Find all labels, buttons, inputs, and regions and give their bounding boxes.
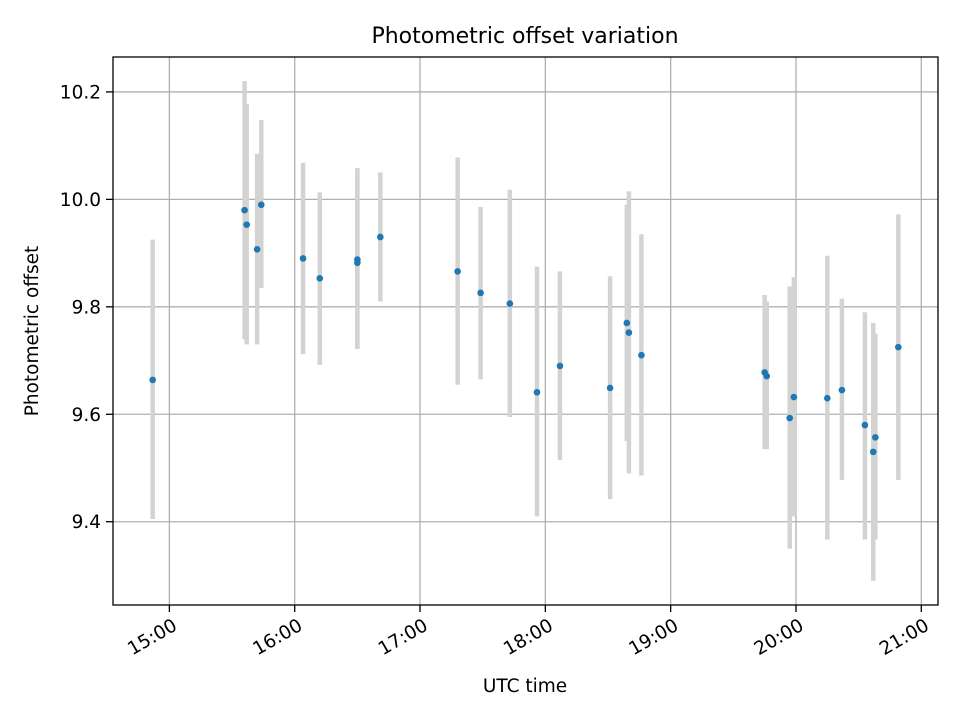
plot-frame bbox=[112, 56, 939, 606]
data-point bbox=[253, 246, 261, 253]
data-point bbox=[606, 384, 614, 392]
grid bbox=[113, 57, 938, 605]
chart-title: Photometric offset variation bbox=[371, 24, 678, 49]
data-point bbox=[623, 319, 631, 327]
data-point bbox=[861, 421, 869, 429]
data-point bbox=[454, 268, 461, 275]
data-point bbox=[299, 255, 307, 262]
data-point bbox=[506, 300, 514, 307]
data-point bbox=[790, 393, 798, 401]
data-point bbox=[241, 206, 248, 214]
data-point bbox=[257, 201, 265, 209]
data-point bbox=[625, 329, 633, 336]
y-tick-label: 9.6 bbox=[72, 405, 101, 426]
data-points bbox=[149, 201, 902, 456]
y-tick-label: 9.4 bbox=[72, 512, 101, 533]
data-point bbox=[149, 376, 156, 384]
data-point bbox=[895, 343, 902, 351]
data-point bbox=[838, 386, 846, 394]
y-tick-label: 10.0 bbox=[60, 190, 101, 211]
data-point bbox=[533, 388, 541, 396]
data-point bbox=[638, 351, 645, 359]
data-point bbox=[824, 394, 831, 402]
data-point bbox=[872, 434, 879, 441]
data-point bbox=[477, 289, 484, 297]
x-axis-label: UTC time bbox=[483, 676, 567, 697]
data-point bbox=[869, 448, 877, 456]
data-point bbox=[354, 256, 361, 263]
data-point bbox=[763, 372, 771, 380]
data-point bbox=[556, 362, 564, 370]
data-point bbox=[243, 221, 250, 228]
data-point bbox=[316, 275, 324, 282]
y-tick-label: 10.2 bbox=[60, 82, 101, 103]
data-point bbox=[786, 414, 794, 422]
data-point bbox=[377, 233, 384, 241]
y-tick-label: 9.8 bbox=[72, 297, 101, 318]
y-axis-label: Photometric offset bbox=[22, 246, 43, 417]
